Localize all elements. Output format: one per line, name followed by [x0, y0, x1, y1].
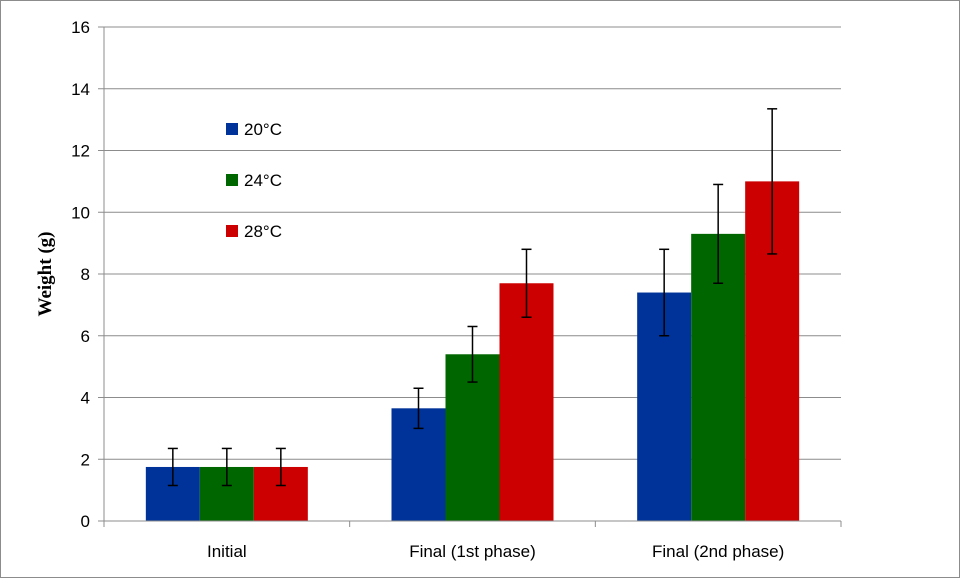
y-tick-label: 4: [81, 389, 90, 408]
legend-swatch: [226, 225, 238, 237]
legend-swatch: [226, 123, 238, 135]
y-tick-label: 0: [81, 512, 90, 531]
legend-swatch: [226, 174, 238, 186]
legend: 20°C 24°C 28°C: [226, 120, 282, 241]
bar: [499, 283, 554, 521]
y-tick-label: 12: [71, 142, 90, 161]
y-tick-label: 14: [71, 80, 90, 99]
legend-label: 28°C: [244, 222, 282, 241]
legend-label: 20°C: [244, 120, 282, 139]
legend-label: 24°C: [244, 171, 282, 190]
axes: 0 2 4 6 8 10 12 14 16 Initial Final (1st phase) Fin…: [71, 18, 842, 561]
x-category-label: Final (2nd phase): [652, 542, 784, 561]
y-tick-label: 2: [81, 450, 90, 469]
y-tick-label: 10: [71, 203, 90, 222]
y-tick-label: 16: [71, 18, 90, 37]
x-category-label: Final (1st phase): [409, 542, 536, 561]
y-axis-label: Weight (g): [35, 232, 56, 317]
x-category-label: Initial: [207, 542, 247, 561]
y-tick-label: 6: [81, 327, 90, 346]
error-bars: [167, 108, 778, 487]
y-tick-label: 8: [81, 265, 90, 284]
